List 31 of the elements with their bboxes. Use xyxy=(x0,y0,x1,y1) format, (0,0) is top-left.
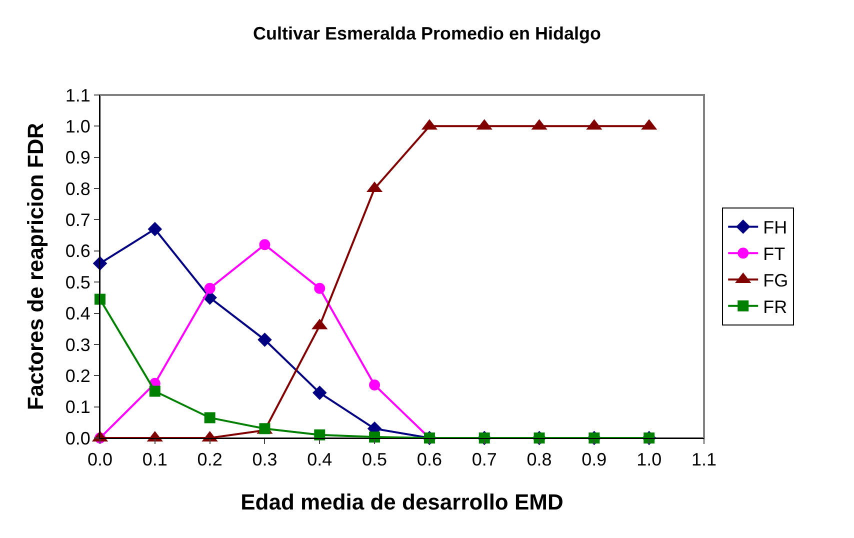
y-tick-label: 0.8 xyxy=(65,178,90,199)
y-tick-label: 0.1 xyxy=(65,397,90,418)
x-tick-label: 0.7 xyxy=(472,450,497,470)
legend-label: FH xyxy=(763,218,788,238)
x-tick-label: 0.5 xyxy=(362,450,388,470)
y-axis-title: Factores de reapricion FDR xyxy=(23,122,48,410)
text: 0.0 xyxy=(65,428,90,448)
legend-label: FR xyxy=(763,296,788,317)
y-tick-label: 0.2 xyxy=(65,366,90,386)
y-tick-label: 0.9 xyxy=(65,148,90,168)
legend-label: FG xyxy=(763,270,788,291)
y-tick-label: 0.3 xyxy=(65,334,90,355)
y-tick-label: 0.5 xyxy=(65,272,90,292)
y-tick-label: 0.4 xyxy=(65,304,90,324)
text: 1.0 xyxy=(65,116,90,136)
y-tick-label: 1.1 xyxy=(65,85,90,106)
legend-label: FT xyxy=(763,244,786,264)
x-tick-label: 0.6 xyxy=(416,450,442,470)
y-tick-label: 0.7 xyxy=(65,210,90,230)
x-tick-label: 0.1 xyxy=(142,450,168,470)
x-tick-label: 0.8 xyxy=(526,450,552,470)
y-tick-label: 0.6 xyxy=(65,241,90,262)
chart-title: Cultivar Esmeralda Promedio en Hidalgo xyxy=(252,24,602,44)
x-tick-label: 0.2 xyxy=(197,450,222,470)
text: 1.0 xyxy=(636,450,662,470)
x-tick-label: 1.1 xyxy=(691,450,717,470)
text: 0.0 xyxy=(87,450,113,470)
x-tick-label: 0.9 xyxy=(582,450,607,470)
x-tick-label: 0.4 xyxy=(307,450,332,470)
x-axis-title: Edad media de desarrollo EMD xyxy=(240,490,564,514)
x-tick-label: 0.3 xyxy=(252,450,278,470)
